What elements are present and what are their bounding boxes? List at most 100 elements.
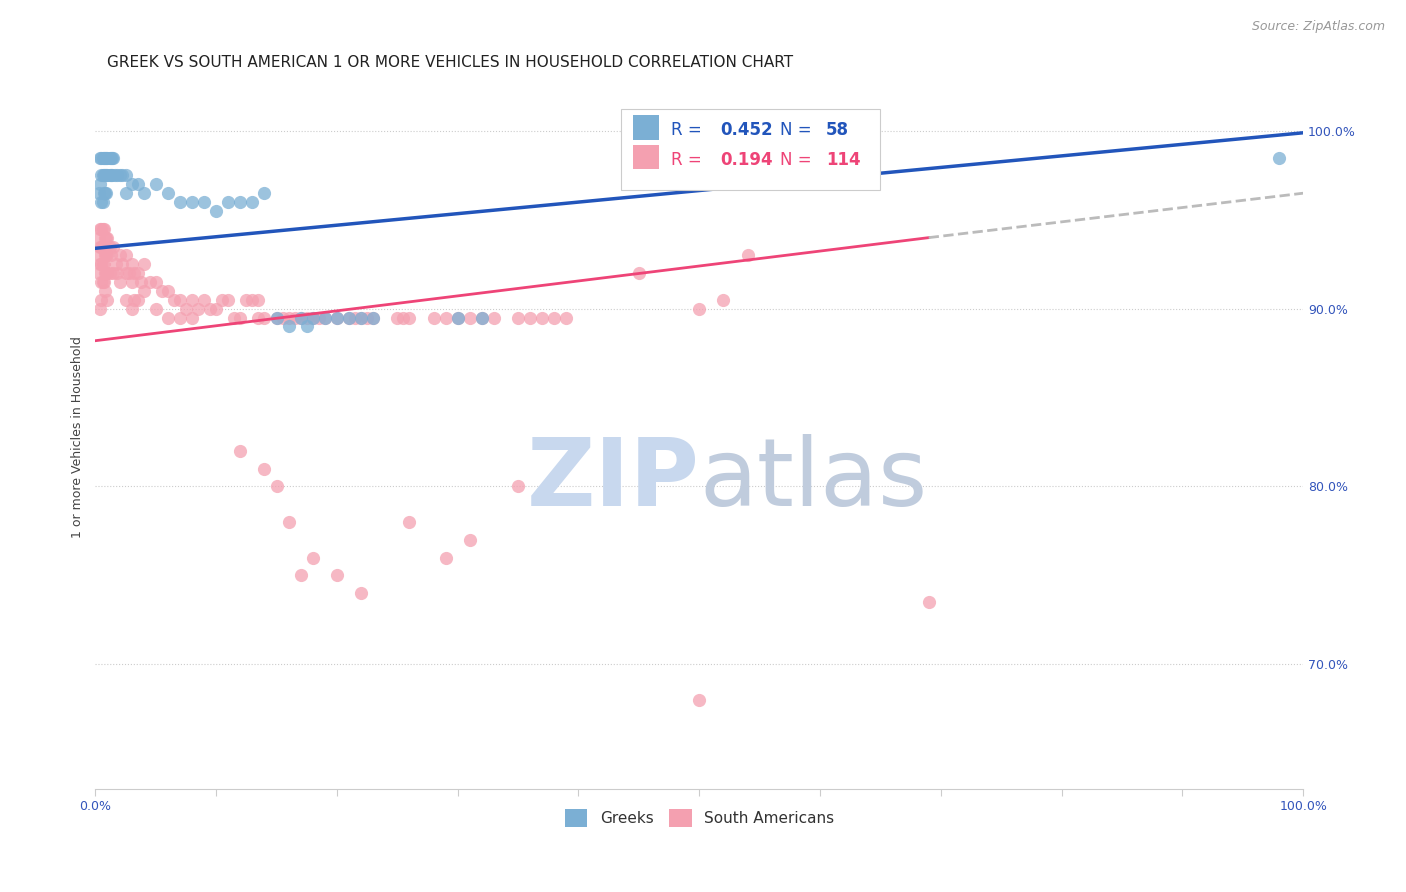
Text: GREEK VS SOUTH AMERICAN 1 OR MORE VEHICLES IN HOUSEHOLD CORRELATION CHART: GREEK VS SOUTH AMERICAN 1 OR MORE VEHICL…	[107, 55, 793, 70]
Point	[96, 293, 118, 307]
Text: N =: N =	[780, 121, 817, 139]
Point	[132, 284, 155, 298]
Point	[434, 550, 457, 565]
Point	[91, 239, 114, 253]
Point	[111, 169, 134, 183]
Point	[138, 275, 160, 289]
Point	[91, 195, 114, 210]
Point	[150, 284, 173, 298]
Point	[93, 221, 115, 235]
Point	[91, 169, 114, 183]
Point	[90, 239, 112, 253]
Point	[277, 319, 299, 334]
Point	[627, 266, 650, 280]
Point	[96, 169, 118, 183]
Point	[555, 310, 578, 325]
Point	[193, 195, 215, 210]
Point	[91, 221, 114, 235]
Point	[108, 169, 131, 183]
Point	[87, 248, 110, 262]
Text: 58: 58	[827, 121, 849, 139]
Point	[205, 301, 228, 316]
Point	[94, 151, 117, 165]
Point	[519, 310, 541, 325]
Point	[240, 195, 263, 210]
Point	[121, 257, 143, 271]
Point	[96, 230, 118, 244]
Y-axis label: 1 or more Vehicles in Household: 1 or more Vehicles in Household	[72, 336, 84, 539]
Point	[361, 310, 384, 325]
Point	[96, 248, 118, 262]
Point	[105, 266, 128, 280]
Point	[224, 310, 246, 325]
Point	[229, 310, 252, 325]
Point	[105, 169, 128, 183]
Point	[145, 275, 167, 289]
Point	[127, 266, 149, 280]
Point	[103, 151, 125, 165]
Point	[314, 310, 336, 325]
Point	[96, 266, 118, 280]
Point	[356, 310, 378, 325]
Point	[127, 178, 149, 192]
Point	[284, 310, 307, 325]
Point	[253, 310, 276, 325]
Point	[121, 178, 143, 192]
Point	[434, 310, 457, 325]
Point	[87, 266, 110, 280]
Point	[104, 257, 127, 271]
Point	[114, 169, 136, 183]
Point	[277, 310, 299, 325]
Point	[121, 275, 143, 289]
Point	[101, 151, 124, 165]
Point	[458, 533, 481, 547]
Point	[94, 186, 117, 201]
Point	[93, 257, 115, 271]
Point	[93, 239, 115, 253]
Point	[90, 169, 112, 183]
Point	[266, 479, 288, 493]
Point	[103, 239, 125, 253]
Point	[90, 221, 112, 235]
Text: Source: ZipAtlas.com: Source: ZipAtlas.com	[1251, 20, 1385, 33]
Point	[217, 293, 239, 307]
Point	[174, 301, 197, 316]
Point	[98, 169, 121, 183]
Point	[211, 293, 233, 307]
Point	[108, 275, 131, 289]
Point	[290, 310, 312, 325]
Point	[122, 266, 145, 280]
Text: 0.452: 0.452	[720, 121, 772, 139]
Point	[198, 301, 221, 316]
Point	[94, 230, 117, 244]
Point	[114, 248, 136, 262]
Point	[101, 169, 124, 183]
Point	[181, 293, 204, 307]
Point	[94, 284, 117, 298]
Point	[290, 310, 312, 325]
Point	[87, 230, 110, 244]
Point	[471, 310, 494, 325]
Point	[96, 169, 118, 183]
Point	[91, 151, 114, 165]
Text: atlas: atlas	[699, 434, 928, 525]
Point	[93, 169, 115, 183]
Point	[1268, 151, 1291, 165]
Point	[96, 151, 118, 165]
Point	[337, 310, 360, 325]
Point	[98, 266, 121, 280]
Point	[89, 151, 111, 165]
Point	[688, 301, 710, 316]
Point	[108, 248, 131, 262]
Point	[308, 310, 330, 325]
Point	[326, 310, 349, 325]
Point	[129, 275, 152, 289]
FancyBboxPatch shape	[633, 145, 659, 169]
FancyBboxPatch shape	[620, 109, 880, 190]
Point	[392, 310, 415, 325]
Point	[181, 310, 204, 325]
Point	[235, 293, 257, 307]
Point	[127, 293, 149, 307]
Point	[169, 195, 191, 210]
Point	[89, 239, 111, 253]
